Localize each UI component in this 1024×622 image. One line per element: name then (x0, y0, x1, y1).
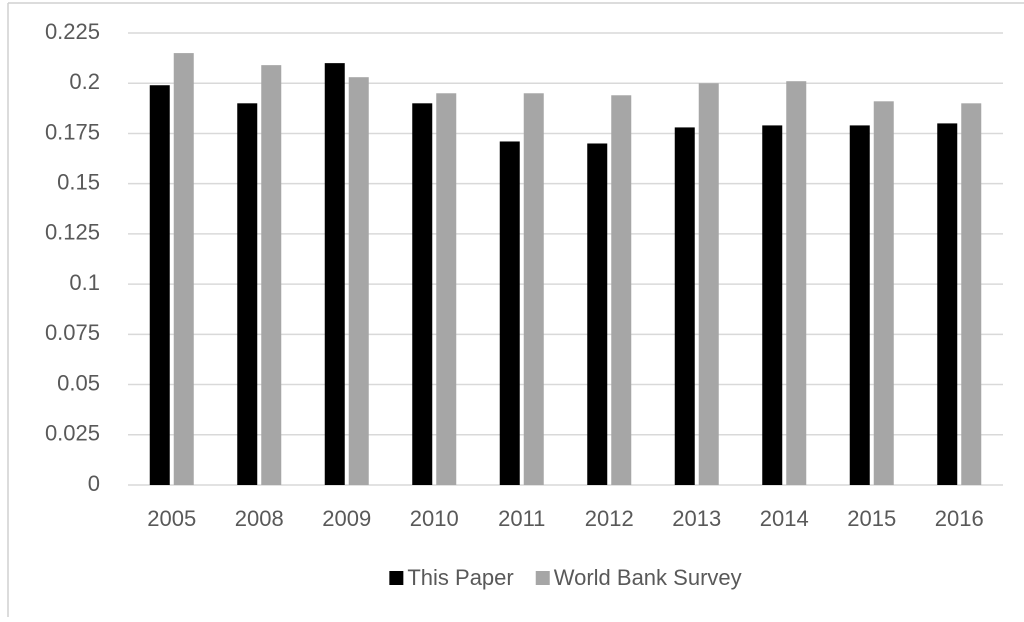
bar (762, 125, 783, 486)
y-tick-label: 0.15 (57, 169, 100, 194)
bar (873, 101, 894, 486)
legend-label: This Paper (407, 565, 513, 590)
y-tick-label: 0 (88, 471, 100, 496)
bar (436, 93, 457, 486)
y-tick-label: 0.025 (45, 421, 100, 446)
x-tick-label: 2016 (935, 506, 984, 531)
legend-swatch (535, 571, 550, 585)
x-tick-label: 2011 (498, 506, 545, 531)
bar (523, 93, 544, 486)
x-tick-label: 2015 (847, 506, 896, 531)
bar (412, 103, 433, 486)
y-tick-label: 0.175 (45, 119, 100, 144)
bar (587, 143, 608, 485)
bar (324, 63, 345, 486)
y-tick-label: 0.2 (69, 69, 100, 94)
x-tick-label: 2009 (322, 506, 371, 531)
y-tick-label: 0.1 (69, 270, 100, 295)
bar (674, 127, 695, 485)
x-tick-label: 2005 (147, 506, 196, 531)
x-tick-label: 2013 (672, 506, 721, 531)
x-tick-label: 2010 (410, 506, 459, 531)
bar (849, 125, 870, 486)
bar (348, 77, 369, 485)
x-tick-label: 2008 (235, 506, 284, 531)
x-tick-label: 2014 (760, 506, 809, 531)
legend-label: World Bank Survey (554, 565, 742, 590)
bar (499, 141, 520, 486)
bar (611, 95, 632, 485)
y-tick-label: 0.075 (45, 320, 100, 345)
bar (961, 103, 982, 486)
bar (261, 65, 282, 486)
bar (173, 53, 194, 485)
bar (698, 83, 719, 485)
y-tick-label: 0.125 (45, 220, 100, 245)
bar (149, 85, 170, 485)
legend-swatch (389, 571, 404, 585)
x-tick-label: 2012 (585, 506, 634, 531)
y-tick-label: 0.225 (45, 19, 100, 44)
bar (237, 103, 258, 486)
bar (937, 123, 958, 486)
y-tick-label: 0.05 (57, 370, 100, 395)
bar (786, 81, 807, 486)
